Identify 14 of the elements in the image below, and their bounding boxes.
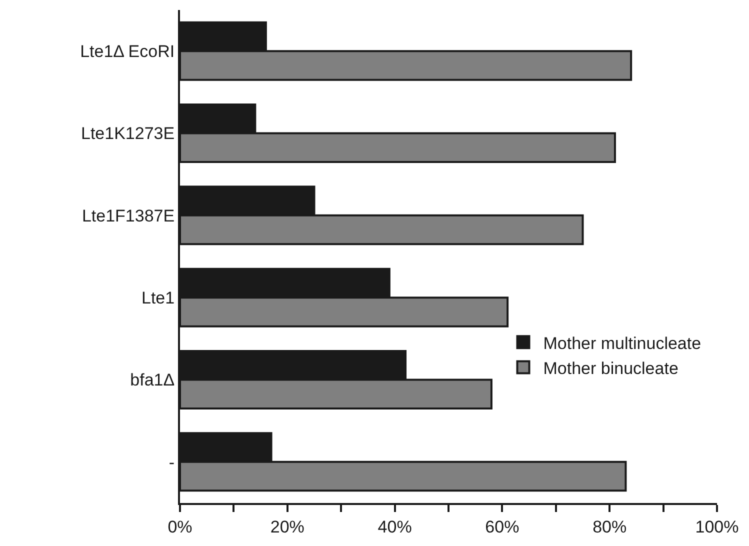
legend-label: Mother binucleate xyxy=(543,358,678,378)
y-tick-label: Lte1K1273E xyxy=(81,124,175,144)
x-tick-label: 100% xyxy=(695,517,739,536)
y-tick-label: Lte1F1387E xyxy=(82,206,175,226)
x-tick-label: 60% xyxy=(485,517,520,536)
y-tick-label: Lte1 xyxy=(142,288,175,308)
x-tick-label: 40% xyxy=(378,517,412,536)
x-tick-label: 0% xyxy=(168,517,192,536)
x-tick-label: 80% xyxy=(592,517,627,536)
y-tick-label: - xyxy=(168,452,175,472)
y-tick-label: bfa1Δ xyxy=(130,370,175,390)
y-tick-label: Lte1Δ EcoRI xyxy=(80,42,175,62)
x-tick-label: 20% xyxy=(270,517,304,536)
legend-label: Mother multinucleate xyxy=(543,334,702,353)
